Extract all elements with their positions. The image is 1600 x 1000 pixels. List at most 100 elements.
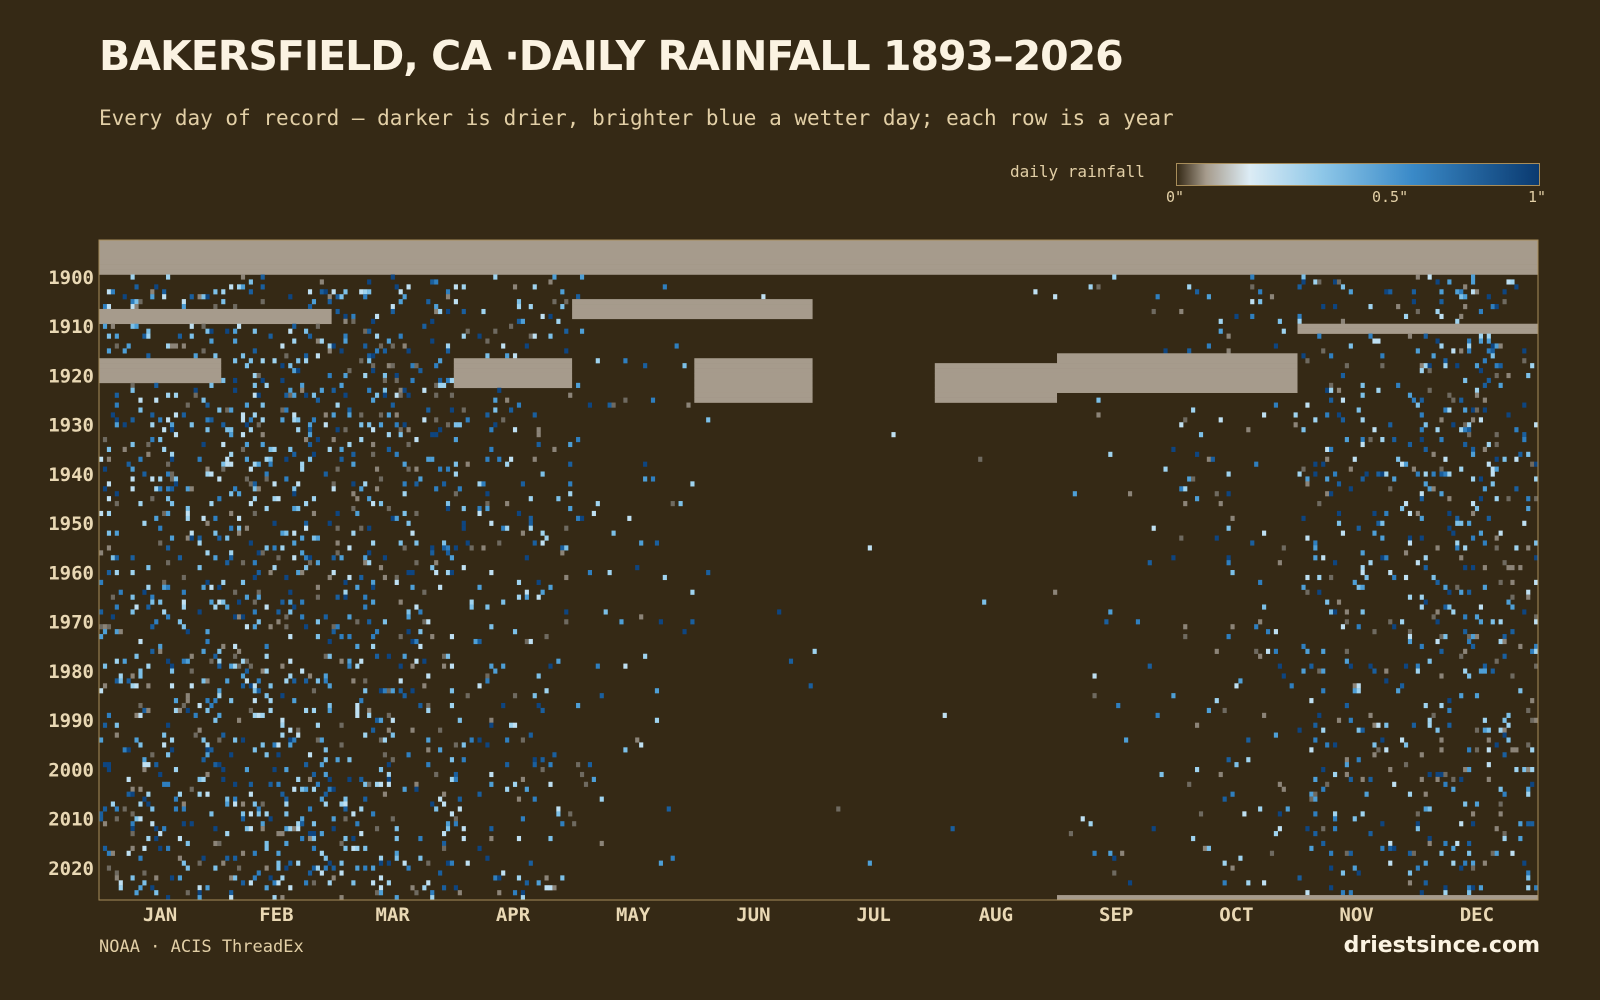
rain-day-cell [1530, 363, 1535, 369]
rain-day-cell [296, 776, 301, 782]
rain-day-cell [532, 540, 537, 546]
rain-day-cell [205, 294, 210, 300]
rain-day-cell [1427, 806, 1432, 812]
rain-day-cell [619, 619, 624, 625]
rain-day-cell [1368, 304, 1373, 310]
rain-day-cell [158, 771, 163, 778]
rain-day-cell [146, 762, 151, 768]
rain-day-cell [300, 816, 305, 822]
legend-tick-max: 1" [1528, 188, 1547, 206]
rain-day-cell [390, 515, 395, 521]
rain-day-cell [307, 422, 313, 428]
rain-day-cell [378, 781, 384, 787]
rain-day-cell [217, 584, 222, 590]
rain-day-cell [1423, 860, 1428, 866]
rain-day-cell [229, 550, 234, 556]
rain-day-cell [477, 737, 482, 743]
rain-day-cell [1494, 363, 1499, 369]
rain-day-cell [1388, 619, 1393, 625]
rain-day-cell [489, 520, 494, 526]
rain-day-cell [229, 427, 234, 433]
rain-day-cell [169, 683, 175, 689]
rain-day-cell [367, 525, 372, 531]
rain-day-cell [1419, 515, 1424, 521]
rain-day-cell [489, 826, 494, 832]
rain-day-cell [1486, 776, 1491, 782]
x-tick-label: MAR [376, 904, 411, 926]
rain-day-cell [386, 762, 391, 768]
rain-day-cell [343, 289, 348, 295]
rain-day-cell [130, 826, 135, 832]
rain-day-cell [1510, 629, 1515, 635]
rain-day-cell [1455, 840, 1460, 847]
missing-data-cell [934, 397, 1058, 403]
rain-day-cell [276, 496, 281, 502]
rain-day-cell [256, 688, 261, 694]
rain-day-cell [654, 717, 660, 723]
rain-day-cell [1309, 663, 1314, 669]
rain-day-cell [142, 880, 147, 886]
missing-data-cell [694, 368, 813, 374]
x-tick-label: DEC [1460, 904, 1494, 926]
rain-day-cell [1340, 870, 1346, 876]
rain-day-cell [1234, 313, 1239, 320]
rain-day-cell [639, 540, 644, 546]
rain-day-cell [1451, 609, 1456, 615]
rain-day-cell [477, 510, 482, 517]
rain-day-cell [240, 274, 246, 280]
rain-day-cell [169, 427, 175, 433]
rain-day-cell [319, 850, 324, 856]
rain-day-cell [1447, 279, 1452, 285]
rain-day-cell [102, 629, 108, 635]
rain-day-cell [1218, 417, 1223, 423]
missing-data-cell [99, 308, 332, 315]
rain-day-cell [1230, 791, 1235, 797]
rain-day-cell [449, 663, 455, 669]
rain-day-cell [1372, 722, 1377, 728]
rain-day-cell [225, 560, 230, 566]
rain-day-cell [438, 377, 443, 384]
missing-data-cell [572, 308, 813, 315]
rain-day-cell [378, 767, 384, 773]
rain-day-cell [378, 476, 384, 482]
rain-day-cell [248, 466, 253, 472]
rain-day-cell [1332, 304, 1338, 310]
rain-day-cell [418, 855, 423, 861]
rain-day-cell [138, 855, 143, 861]
rain-day-cell [1459, 693, 1464, 699]
rain-day-cell [406, 609, 411, 615]
rain-day-cell [1474, 407, 1480, 413]
rain-day-cell [296, 358, 301, 364]
rain-day-cell [1317, 574, 1322, 581]
rain-day-cell [643, 476, 648, 482]
rain-day-cell [378, 422, 384, 428]
rain-day-cell [1238, 855, 1243, 861]
rain-day-cell [276, 880, 281, 886]
rain-day-cell [307, 560, 313, 566]
rain-day-cell [205, 466, 210, 472]
rain-day-cell [288, 392, 293, 398]
rain-day-cell [449, 702, 455, 709]
rain-day-cell [449, 688, 455, 694]
rain-day-cell [1214, 491, 1219, 497]
rain-day-cell [445, 501, 451, 507]
rain-day-cell [1502, 831, 1507, 837]
rain-day-cell [280, 363, 285, 369]
rain-day-cell [430, 456, 435, 462]
rain-day-cell [1226, 525, 1231, 531]
rain-day-cell [1321, 304, 1326, 310]
rain-day-cell [1222, 796, 1227, 802]
rain-day-cell [520, 481, 525, 487]
rain-day-cell [1403, 574, 1409, 581]
rain-day-cell [1463, 284, 1468, 290]
rain-day-cell [166, 722, 171, 728]
rain-day-cell [532, 757, 537, 763]
brand-logo[interactable]: driestsince.com [1343, 933, 1540, 958]
rain-day-cell [1463, 545, 1468, 551]
rain-day-cell [264, 845, 269, 851]
missing-data-cell [1297, 328, 1538, 334]
rain-day-cell [130, 821, 135, 827]
rain-day-cell [201, 323, 206, 329]
rain-day-cell [130, 845, 135, 851]
rain-day-cell [1124, 737, 1129, 743]
